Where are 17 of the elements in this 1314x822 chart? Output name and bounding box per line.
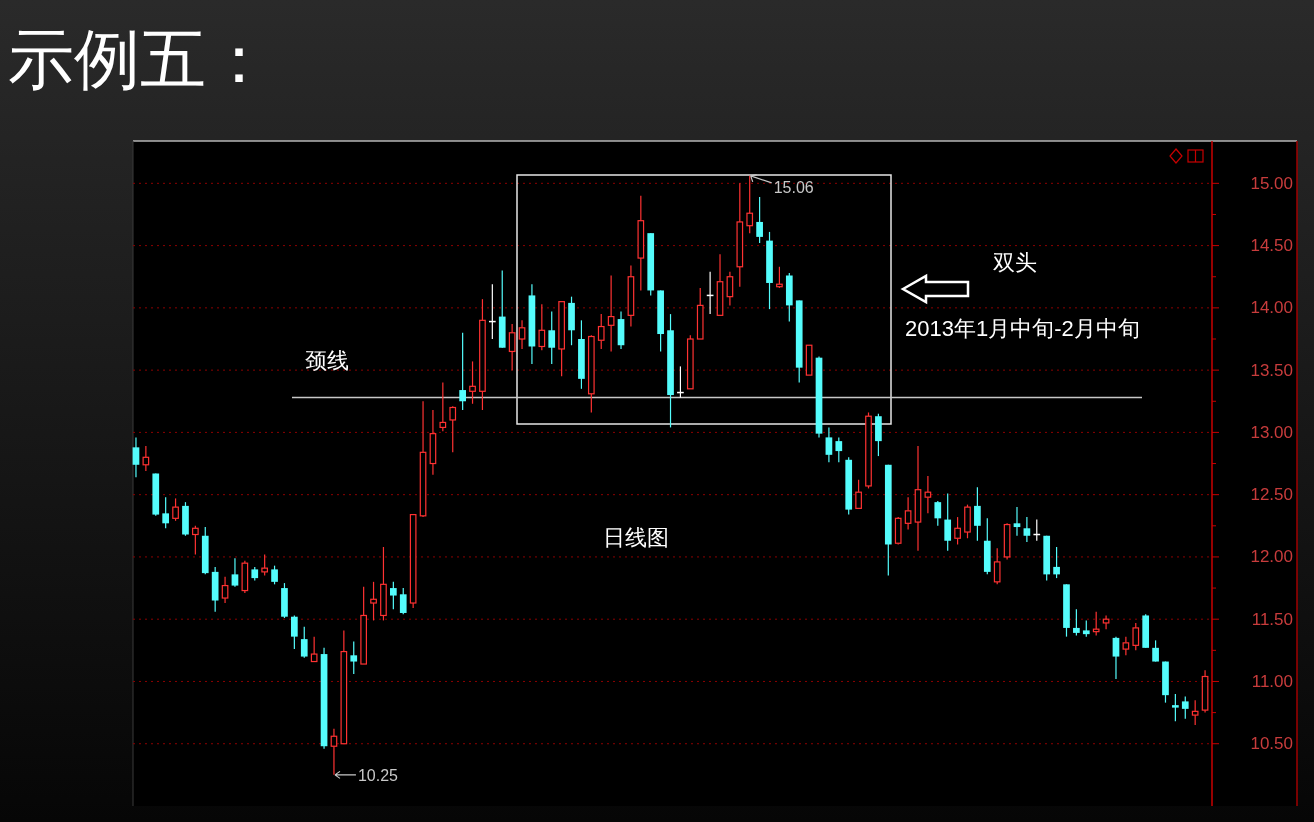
y-tick-label: 14.00	[1250, 298, 1293, 318]
y-tick-label: 14.50	[1250, 236, 1293, 256]
y-tick-label: 13.00	[1250, 422, 1293, 442]
chart-title: 示例五：	[8, 23, 272, 96]
y-tick-label: 12.00	[1250, 547, 1293, 567]
annotation: 2013年1月中旬-2月中旬	[905, 316, 1140, 341]
annotation: 10.25	[357, 766, 399, 784]
annotation: 双头	[993, 250, 1037, 275]
annotation: 15.06	[773, 178, 814, 196]
y-tick-label: 11.50	[1251, 609, 1293, 629]
y-tick-label: 10.50	[1250, 734, 1293, 754]
ref-line-label: 颈线	[305, 347, 349, 373]
annotation: 日线图	[603, 525, 669, 550]
y-tick-label: 11.00	[1251, 671, 1293, 691]
y-tick-label: 12.50	[1250, 485, 1293, 505]
y-tick-label: 15.00	[1250, 173, 1293, 193]
y-tick-label: 13.50	[1250, 360, 1293, 380]
